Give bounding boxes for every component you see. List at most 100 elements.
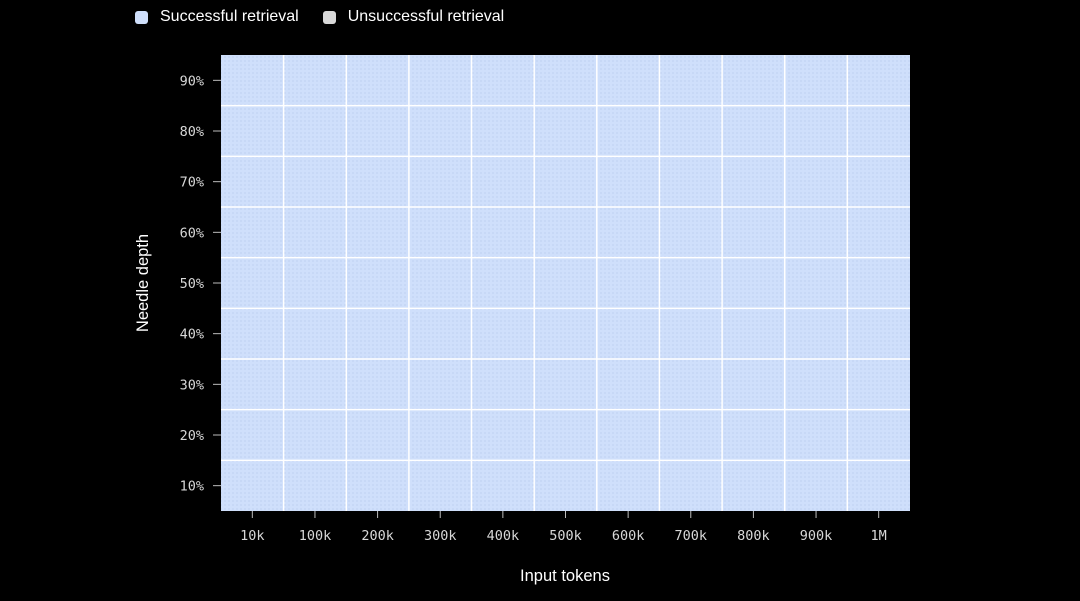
y-tick-label: 70% <box>180 175 204 191</box>
y-tick-label: 80% <box>180 124 204 140</box>
heatmap-cell <box>847 105 910 157</box>
heatmap-cell <box>659 409 723 461</box>
x-tick-label: 800k <box>737 528 770 544</box>
heatmap-cell <box>346 156 409 207</box>
x-axis-title: Input tokens <box>520 567 610 585</box>
chart-legend: Successful retrieval Unsuccessful retrie… <box>135 8 504 26</box>
legend-label-successful: Successful retrieval <box>160 8 299 25</box>
heatmap-cell <box>471 105 535 157</box>
heatmap-cell <box>722 308 785 359</box>
y-tick-label: 30% <box>180 377 204 393</box>
heatmap-cell <box>221 409 284 461</box>
heatmap-cell <box>847 156 910 207</box>
x-tick-label: 400k <box>487 528 520 544</box>
y-tick-label: 20% <box>180 428 204 444</box>
y-tick-label: 10% <box>180 479 204 495</box>
heatmap-cell <box>471 409 535 461</box>
heatmap-cell <box>534 156 597 207</box>
heatmap-cell <box>596 55 660 106</box>
heatmap-cell <box>847 409 910 461</box>
x-tick-label: 900k <box>800 528 833 544</box>
y-tick-label: 60% <box>180 225 204 241</box>
heatmap-cell <box>784 359 848 410</box>
heatmap-cell <box>346 55 409 106</box>
heatmap-cell <box>784 257 848 309</box>
heatmap-cell <box>784 105 848 157</box>
x-tick-label: 100k <box>299 528 332 544</box>
heatmap-cell <box>283 359 347 410</box>
heatmap-cells <box>221 55 910 511</box>
heatmap-cell <box>784 409 848 461</box>
heatmap-cell <box>722 156 785 207</box>
heatmap-cell <box>596 105 660 157</box>
y-axis-ticks: 10% 20% 30% 40% 50% 60% 70% 80% 90% <box>180 73 221 495</box>
heatmap-cell <box>784 308 848 359</box>
heatmap-cell <box>221 156 284 207</box>
heatmap-cell <box>534 207 597 258</box>
heatmap-cell <box>534 257 597 309</box>
heatmap-cell <box>408 257 472 309</box>
heatmap-cell <box>596 308 660 359</box>
heatmap-cell <box>283 207 347 258</box>
heatmap-cell <box>659 55 723 106</box>
heatmap-cell <box>346 359 409 410</box>
heatmap-cell <box>346 257 409 309</box>
heatmap-cell <box>471 460 535 511</box>
heatmap-cell <box>471 207 535 258</box>
heatmap-cell <box>221 105 284 157</box>
heatmap-cell <box>847 308 910 359</box>
heatmap-cell <box>534 105 597 157</box>
heatmap-cell <box>659 207 723 258</box>
heatmap-cell <box>722 105 785 157</box>
heatmap-cell <box>283 460 347 511</box>
heatmap-cell <box>534 359 597 410</box>
heatmap-cell <box>471 55 535 106</box>
heatmap-cell <box>659 460 723 511</box>
heatmap-cell <box>722 55 785 106</box>
heatmap-cell <box>221 308 284 359</box>
heatmap-cell <box>346 409 409 461</box>
heatmap-cell <box>722 359 785 410</box>
heatmap-cell <box>283 105 347 157</box>
heatmap-cell <box>784 156 848 207</box>
heatmap-gridlines <box>221 55 910 511</box>
heatmap-cell <box>408 460 472 511</box>
heatmap-cell <box>221 460 284 511</box>
heatmap-cell <box>847 359 910 410</box>
x-tick-label: 1M <box>871 528 887 544</box>
legend-item-unsuccessful: Unsuccessful retrieval <box>322 8 504 26</box>
heatmap-cell <box>346 105 409 157</box>
legend-swatch-successful <box>135 10 148 24</box>
y-tick-label: 50% <box>180 276 204 292</box>
heatmap-cell <box>596 359 660 410</box>
heatmap-cell <box>471 257 535 309</box>
x-tick-label: 700k <box>675 528 708 544</box>
heatmap-cell <box>283 257 347 309</box>
heatmap-cell <box>659 308 723 359</box>
x-tick-label: 10k <box>240 528 264 544</box>
heatmap-cell <box>346 308 409 359</box>
x-tick-label: 600k <box>612 528 645 544</box>
heatmap-cell <box>722 257 785 309</box>
y-axis-title: Needle depth <box>134 234 152 332</box>
heatmap-cell <box>596 409 660 461</box>
heatmap-cell <box>847 207 910 258</box>
heatmap-cell <box>221 207 284 258</box>
heatmap-cell <box>534 55 597 106</box>
heatmap-cell <box>283 308 347 359</box>
heatmap-cell <box>283 409 347 461</box>
heatmap-cell <box>847 460 910 511</box>
heatmap-cell <box>722 207 785 258</box>
heatmap-cell <box>596 207 660 258</box>
heatmap-cell <box>408 105 472 157</box>
legend-item-successful: Successful retrieval <box>135 8 299 26</box>
heatmap-cell <box>408 308 472 359</box>
heatmap-cell <box>408 156 472 207</box>
heatmap-cell <box>722 409 785 461</box>
heatmap-cell <box>784 460 848 511</box>
x-tick-label: 500k <box>549 528 582 544</box>
heatmap-cell <box>659 105 723 157</box>
heatmap-cell <box>221 359 284 410</box>
heatmap-cell <box>408 207 472 258</box>
